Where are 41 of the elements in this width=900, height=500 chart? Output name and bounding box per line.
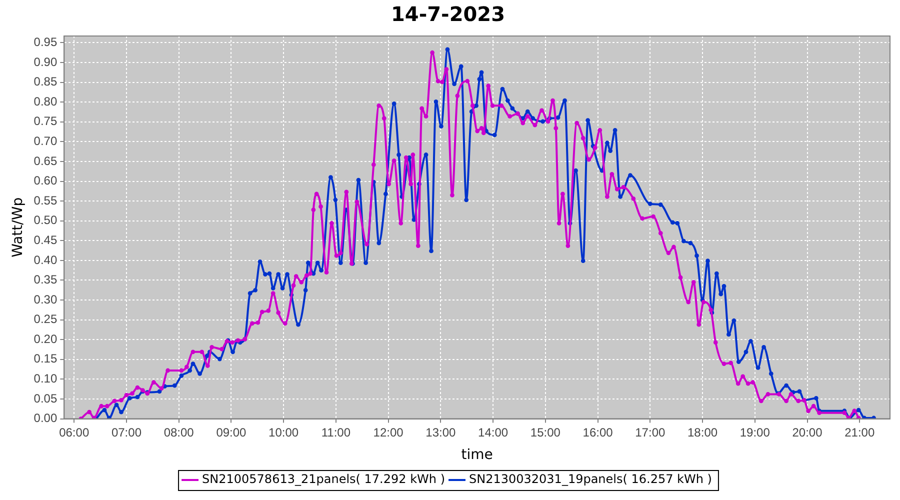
y-tick-label: 0.90 xyxy=(34,54,58,69)
y-tick-label: 0.75 xyxy=(34,114,58,128)
y-tick-label: 0.35 xyxy=(34,272,58,287)
y-tick-label: 0.05 xyxy=(34,391,58,406)
y-tick-label: 0.15 xyxy=(34,352,58,366)
y-tick-label: 0.60 xyxy=(34,174,58,188)
x-tick-label: 10:00 xyxy=(268,425,299,440)
y-tick-label: 0.30 xyxy=(34,292,58,306)
y-tick-label: 0.20 xyxy=(34,332,58,346)
x-tick-label: 12:00 xyxy=(373,425,404,440)
legend-label: SN2100578613_21panels( 17.292 kWh ) xyxy=(202,472,446,486)
y-tick-label: 0.55 xyxy=(34,193,58,208)
x-tick-label: 19:00 xyxy=(740,425,770,440)
x-tick-label: 13:00 xyxy=(426,425,456,440)
y-tick-label: 0.00 xyxy=(34,411,58,426)
x-axis-title: time xyxy=(461,447,493,464)
x-tick-label: 21:00 xyxy=(844,425,875,440)
y-axis-title: Watt/Wp xyxy=(10,197,26,258)
legend-label: SN2130032031_19panels( 16.257 kWh ) xyxy=(469,472,712,486)
x-tick-label: 16:00 xyxy=(582,425,614,440)
y-tick-label: 0.50 xyxy=(34,213,58,228)
y-tick-label: 0.25 xyxy=(34,312,58,326)
x-tick-label: 11:00 xyxy=(321,425,351,440)
x-tick-label: 09:00 xyxy=(216,425,247,440)
x-tick-label: 14:00 xyxy=(478,425,508,440)
x-tick-label: 07:00 xyxy=(111,425,142,440)
y-tick-label: 0.80 xyxy=(34,94,58,108)
x-tick-label: 06:00 xyxy=(59,425,90,440)
y-tick-label: 0.10 xyxy=(34,372,58,386)
y-tick-label: 0.45 xyxy=(34,232,58,247)
y-tick-label: 0.65 xyxy=(34,154,58,168)
y-tick-label: 0.85 xyxy=(34,74,58,89)
x-tick-label: 18:00 xyxy=(688,425,718,440)
chart-title: 14-7-2023 xyxy=(390,2,506,26)
y-tick-label: 0.95 xyxy=(34,35,58,50)
x-tick-label: 08:00 xyxy=(164,425,194,440)
y-tick-label: 0.40 xyxy=(34,252,58,267)
x-tick-label: 20:00 xyxy=(792,425,823,440)
x-tick-label: 17:00 xyxy=(635,425,666,440)
x-tick-label: 15:00 xyxy=(530,425,561,440)
y-tick-label: 0.70 xyxy=(34,134,58,148)
